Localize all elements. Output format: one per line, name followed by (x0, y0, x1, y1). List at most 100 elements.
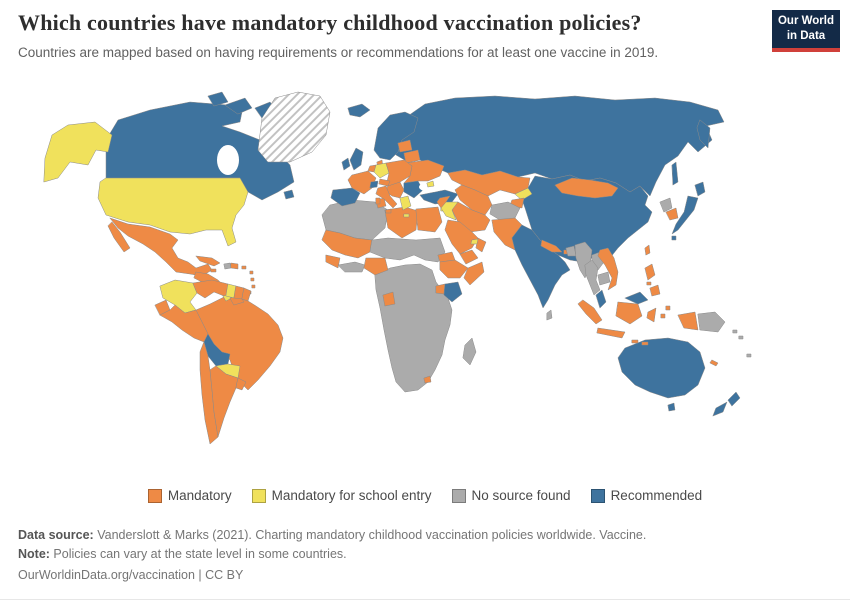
country-solomon-islands[interactable] (732, 329, 744, 340)
country-egypt[interactable] (415, 206, 443, 233)
country-south-korea[interactable] (665, 207, 679, 221)
country-niger-chad-sudan[interactable] (369, 237, 446, 263)
country-malaysia-peninsula[interactable] (595, 289, 607, 309)
country-new-zealand-north[interactable] (727, 391, 741, 407)
country-nepal[interactable] (540, 239, 563, 253)
country-indonesia-sumatra[interactable] (577, 299, 603, 325)
country-vietnam[interactable] (597, 247, 619, 291)
country-australia[interactable] (617, 337, 706, 399)
country-venezuela[interactable] (192, 279, 235, 299)
country-philippines-mindanao[interactable] (649, 284, 661, 297)
country-jamaica[interactable] (210, 268, 217, 273)
country-indonesia-kalimantan[interactable] (615, 301, 643, 325)
country-sri-lanka[interactable] (546, 309, 553, 321)
country-mauritania-mali[interactable] (321, 229, 373, 259)
country-bangladesh[interactable] (565, 245, 577, 257)
country-lesser-antilles[interactable] (249, 270, 256, 289)
country-taiwan[interactable] (644, 244, 651, 256)
country-ethiopia[interactable] (439, 259, 469, 279)
country-west-african-coast[interactable] (337, 261, 366, 273)
country-romania-bulgaria[interactable] (403, 180, 424, 199)
country-lesotho[interactable] (423, 375, 432, 384)
country-fiji[interactable] (746, 353, 752, 358)
legend-item-school-entry[interactable]: Mandatory for school entry (251, 488, 432, 503)
country-malaysia-borneo[interactable] (624, 291, 649, 305)
country-somalia[interactable] (463, 261, 485, 286)
legend-item-no-source[interactable]: No source found (451, 488, 571, 503)
country-colombia[interactable] (159, 279, 198, 314)
country-mexico[interactable] (109, 217, 213, 277)
country-uganda[interactable] (435, 283, 446, 295)
country-philippines-visayas[interactable] (646, 281, 652, 286)
country-papua-new-guinea[interactable] (697, 311, 726, 333)
country-france[interactable] (347, 170, 377, 195)
country-canada-arctic-1[interactable] (224, 97, 253, 115)
hudson-bay (217, 145, 239, 175)
country-belarus[interactable] (403, 149, 421, 164)
country-uk[interactable] (349, 147, 364, 171)
country-syria[interactable] (436, 195, 451, 209)
country-indonesia-java[interactable] (596, 327, 626, 339)
license-line[interactable]: OurWorldinData.org/vaccination | CC BY (18, 567, 244, 582)
country-nigeria[interactable] (363, 257, 389, 276)
country-canada[interactable] (105, 101, 295, 201)
country-japan-hokkaido[interactable] (694, 181, 706, 197)
country-russia-sakhalin[interactable] (671, 161, 679, 186)
country-philippines-luzon[interactable] (644, 263, 656, 281)
country-switzerland[interactable] (369, 180, 379, 189)
country-haiti[interactable] (223, 262, 232, 270)
country-scandinavia[interactable] (373, 111, 419, 161)
country-japan-kyushu[interactable] (671, 235, 677, 241)
country-chile[interactable] (199, 341, 219, 445)
country-argentina[interactable] (209, 365, 239, 438)
country-mongolia[interactable] (554, 177, 619, 199)
country-russia-kamchatka[interactable] (696, 119, 711, 149)
country-north-korea[interactable] (659, 197, 673, 213)
country-benelux[interactable] (367, 164, 377, 173)
country-kyrgyzstan[interactable] (514, 187, 533, 201)
country-mexico-baja[interactable] (107, 221, 131, 253)
country-yemen[interactable] (459, 249, 479, 265)
country-cambodia[interactable] (597, 271, 611, 286)
country-cuba[interactable] (195, 255, 221, 267)
country-iceland[interactable] (347, 103, 371, 118)
country-indonesia-papua[interactable] (677, 311, 699, 331)
country-japan-honshu[interactable] (671, 195, 699, 235)
country-italy[interactable] (375, 185, 398, 214)
country-saudi-arabia[interactable] (444, 219, 479, 255)
legend-item-mandatory[interactable]: Mandatory (147, 488, 232, 503)
country-puerto-rico[interactable] (241, 265, 247, 270)
country-baltics[interactable] (397, 139, 413, 153)
country-indonesia-sulawesi[interactable] (646, 307, 657, 323)
country-usa[interactable] (97, 177, 249, 247)
country-uruguay[interactable] (235, 377, 247, 391)
country-dominican-republic[interactable] (230, 262, 239, 270)
country-thailand[interactable] (584, 259, 601, 296)
country-greenland[interactable] (257, 91, 331, 163)
country-canada-arctic-3[interactable] (207, 91, 229, 107)
country-uae-qatar[interactable] (470, 238, 479, 245)
map-legend: Mandatory Mandatory for school entry No … (0, 488, 850, 503)
legend-item-recommended[interactable]: Recommended (590, 488, 702, 503)
country-new-caledonia[interactable] (709, 359, 719, 367)
country-peru[interactable] (159, 304, 209, 343)
black-sea (419, 182, 443, 192)
country-gabon[interactable] (382, 291, 396, 307)
country-madagascar[interactable] (462, 337, 477, 366)
country-canada-newfoundland[interactable] (283, 189, 295, 200)
country-indonesia-moluccas[interactable] (660, 305, 671, 319)
country-australia-tasmania[interactable] (667, 402, 676, 412)
country-ireland[interactable] (341, 157, 351, 171)
country-oman[interactable] (475, 237, 487, 253)
country-guinea[interactable] (325, 254, 341, 269)
country-kenya[interactable] (443, 281, 463, 303)
country-iberia[interactable] (330, 187, 361, 207)
owid-logo[interactable]: Our World in Data (772, 10, 840, 52)
country-alaska[interactable] (43, 121, 113, 183)
country-indonesia-lesser-sunda[interactable] (631, 339, 649, 346)
country-new-zealand-south[interactable] (712, 401, 728, 417)
country-crimea[interactable] (426, 180, 435, 188)
country-greece[interactable] (399, 195, 412, 218)
country-french-guiana[interactable] (241, 287, 252, 302)
country-central-southern-africa[interactable] (374, 263, 453, 393)
